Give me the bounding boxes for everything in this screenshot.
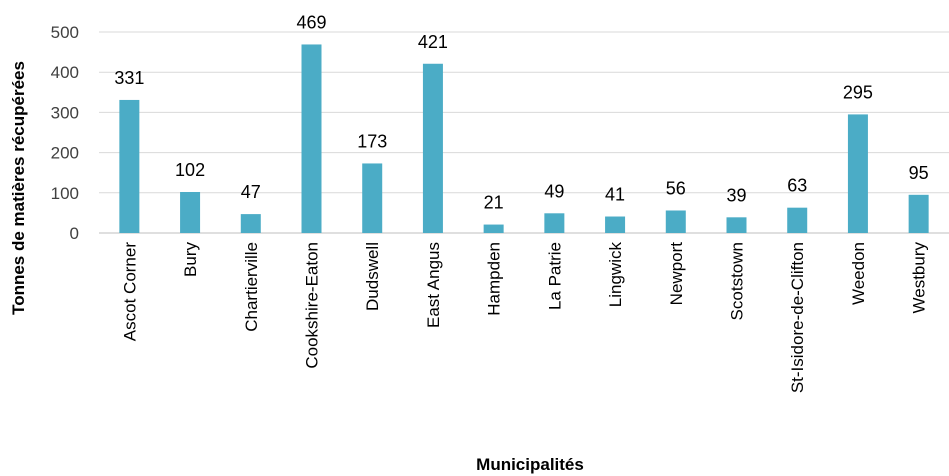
data-label: 49 <box>544 181 564 201</box>
bar <box>726 217 747 233</box>
y-axis-title: Tonnes de matières récupérées <box>9 61 28 315</box>
bar <box>847 114 868 233</box>
data-label: 95 <box>909 163 929 183</box>
y-tick-label: 100 <box>51 184 79 203</box>
bar <box>544 213 565 233</box>
y-tick-label: 500 <box>51 23 79 42</box>
x-tick-label: Dudswell <box>363 242 382 311</box>
x-axis-title: Municipalités <box>476 455 584 474</box>
bar <box>908 194 929 233</box>
x-axis-categories: Ascot Corner Bury Chartierville Cookshire-E… <box>120 242 928 394</box>
x-tick-label: Cookshire-Eaton <box>303 242 322 369</box>
data-label: 41 <box>605 185 625 205</box>
y-tick-label: 300 <box>51 103 79 122</box>
y-tick-label: 0 <box>70 224 79 243</box>
bars <box>119 44 929 234</box>
bar <box>422 63 443 234</box>
y-axis-ticks: 0 100 200 300 400 500 <box>51 23 79 243</box>
data-label: 331 <box>114 68 144 88</box>
bar <box>605 216 626 233</box>
x-tick-label: East Angus <box>424 242 443 328</box>
data-label: 469 <box>296 12 326 32</box>
bar <box>665 210 686 233</box>
bar <box>119 99 140 233</box>
data-label: 63 <box>787 176 807 196</box>
x-tick-label: Chartierville <box>242 242 261 332</box>
x-tick-label: Hampden <box>485 242 504 316</box>
x-tick-label: Weedon <box>849 242 868 305</box>
bar <box>240 214 261 233</box>
y-tick-label: 200 <box>51 144 79 163</box>
x-tick-label: Scotstown <box>728 242 747 320</box>
bar <box>483 224 504 233</box>
data-label: 47 <box>241 182 261 202</box>
x-tick-label: Ascot Corner <box>120 242 139 342</box>
x-tick-label: Newport <box>667 242 686 306</box>
bar <box>787 207 808 233</box>
data-label: 173 <box>357 131 387 151</box>
data-label: 421 <box>418 32 448 52</box>
x-tick-label: St-Isidore-de-Clifton <box>788 242 807 393</box>
data-labels: 331 102 47 469 173 421 21 49 41 56 39 63 295 95 <box>114 12 928 212</box>
bar <box>301 44 322 233</box>
data-label: 39 <box>726 185 746 205</box>
x-tick-label: Westbury <box>910 242 929 314</box>
x-tick-label: Lingwick <box>606 242 625 308</box>
bar <box>180 191 201 233</box>
y-tick-label: 400 <box>51 63 79 82</box>
data-label: 56 <box>666 178 686 198</box>
x-tick-label: La Patrie <box>545 242 564 310</box>
x-tick-label: Bury <box>181 242 200 277</box>
data-label: 21 <box>484 193 504 213</box>
data-label: 295 <box>843 82 873 102</box>
bar <box>362 163 383 233</box>
data-label: 102 <box>175 160 205 180</box>
grid-lines <box>99 31 949 234</box>
